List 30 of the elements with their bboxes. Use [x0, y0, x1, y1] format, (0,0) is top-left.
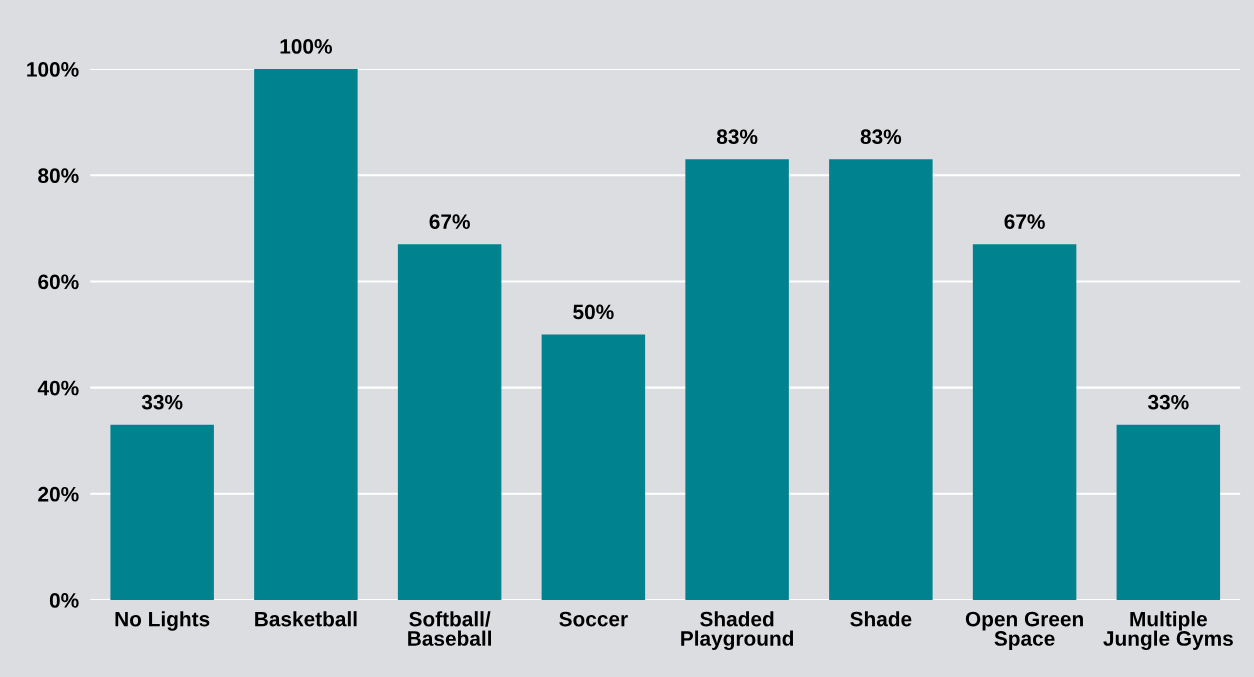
- data-label: 50%: [573, 304, 614, 320]
- x-tick-label: Shade: [850, 611, 912, 627]
- x-tick-label: No Lights: [115, 611, 210, 631]
- data-label: 67%: [429, 214, 470, 230]
- y-tick-label: 40%: [37, 380, 79, 396]
- data-label: 33%: [1147, 394, 1189, 410]
- y-tick-label: 60%: [38, 274, 79, 290]
- x-tick-label: Soccer: [559, 611, 628, 627]
- y-tick-label: 80%: [38, 168, 79, 183]
- bar: [541, 334, 646, 601]
- y-tick-label: 100%: [27, 62, 79, 77]
- bar: [254, 69, 358, 601]
- bar: [110, 424, 214, 601]
- bar: [685, 159, 789, 601]
- bar: [972, 244, 1077, 601]
- data-label: 67%: [1004, 214, 1045, 230]
- data-label: 83%: [716, 129, 758, 145]
- bar: [829, 159, 933, 601]
- data-label: 33%: [141, 394, 183, 410]
- bar: [1116, 424, 1221, 601]
- bar: [397, 244, 502, 601]
- data-label: 100%: [280, 39, 332, 54]
- x-tick-label: Open Green Space: [965, 611, 1083, 650]
- data-label: 83%: [860, 129, 902, 145]
- y-tick-label: 20%: [38, 486, 79, 502]
- y-tick-label: 0%: [49, 593, 79, 608]
- x-tick-label: Softball/ Baseball: [408, 611, 492, 646]
- x-tick-label: Basketball: [255, 611, 357, 627]
- x-tick-label: Multiple Jungle Gyms: [1103, 611, 1233, 651]
- x-tick-label: Shaded Playground: [681, 611, 794, 651]
